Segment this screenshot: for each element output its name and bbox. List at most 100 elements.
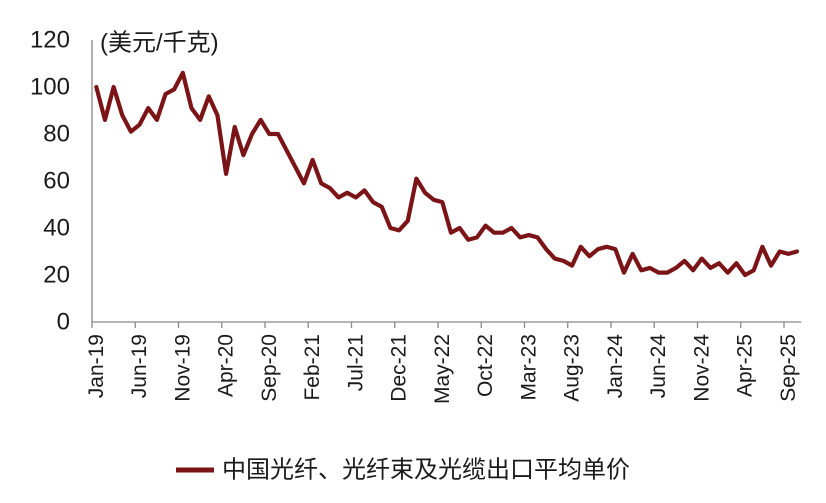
data-point	[276, 132, 280, 136]
data-point	[94, 85, 98, 89]
data-point	[622, 271, 626, 275]
data-point	[778, 249, 782, 254]
y-tick-label: 40	[43, 215, 70, 242]
data-point	[605, 245, 609, 249]
data-point	[466, 238, 470, 242]
x-tick-label: Mar-23	[517, 334, 540, 401]
data-point	[181, 71, 185, 75]
data-point	[207, 94, 211, 98]
x-tick-label: Feb-21	[301, 334, 324, 401]
data-point	[155, 118, 159, 122]
data-point	[527, 233, 531, 237]
data-point	[475, 235, 479, 239]
data-point	[233, 125, 237, 129]
data-point	[310, 158, 315, 162]
data-point	[734, 261, 739, 265]
data-point	[224, 172, 228, 176]
data-point	[631, 252, 635, 256]
data-point	[397, 228, 401, 232]
data-point	[691, 268, 695, 272]
x-axis-ticks: Jan-19 Jun-19 Nov-19 Apr-20 Sep-20 Feb-21 Jul-…	[85, 322, 800, 404]
data-point	[449, 231, 453, 235]
data-point	[362, 188, 367, 192]
data-point	[172, 87, 176, 91]
data-point	[509, 226, 514, 230]
x-tick-label: Apr-20	[215, 334, 238, 397]
data-point	[579, 245, 583, 249]
data-point	[319, 181, 323, 185]
data-point	[137, 123, 142, 127]
x-tick-label: Apr-25	[734, 334, 757, 397]
data-point	[613, 247, 617, 251]
x-tick-label: Jan-19	[85, 334, 108, 398]
data-point	[198, 118, 202, 122]
data-point	[293, 165, 297, 169]
x-tick-label: May-22	[431, 334, 454, 404]
x-tick-label: Oct-22	[474, 334, 497, 397]
x-tick-label: Jan-24	[604, 334, 627, 399]
data-point	[414, 177, 418, 181]
data-point	[795, 249, 799, 254]
data-point	[639, 268, 643, 272]
data-point	[570, 264, 574, 268]
data-point	[708, 266, 713, 270]
y-axis-tick-labels: 0 20 40 60 80 100 120	[30, 27, 70, 336]
x-tick-label: Sep-20	[258, 334, 281, 402]
x-tick-label: Jul-21	[344, 334, 367, 391]
data-point	[259, 118, 263, 122]
data-point	[440, 200, 444, 204]
data-point	[432, 198, 436, 202]
data-point	[388, 226, 393, 230]
data-point	[492, 231, 496, 235]
y-tick-label: 100	[30, 74, 70, 101]
y-tick-label: 80	[43, 121, 70, 148]
data-point	[752, 268, 756, 272]
data-point	[302, 181, 306, 185]
data-point	[665, 271, 669, 275]
data-point	[112, 85, 116, 89]
y-tick-label: 120	[30, 27, 70, 54]
data-point	[561, 259, 566, 263]
data-point	[717, 261, 721, 265]
data-point	[587, 254, 591, 258]
data-point	[553, 256, 557, 261]
data-point	[103, 118, 107, 122]
data-point	[328, 186, 332, 190]
data-point	[250, 132, 254, 136]
data-point	[215, 113, 220, 117]
data-point	[518, 235, 522, 239]
x-tick-label: Nov-24	[690, 334, 713, 402]
data-point	[189, 106, 194, 110]
data-point	[544, 247, 548, 251]
data-point	[674, 266, 678, 270]
data-point	[423, 191, 427, 195]
data-point	[120, 113, 124, 117]
y-tick-label: 20	[43, 262, 70, 289]
x-tick-label: Sep-25	[777, 334, 800, 402]
series-line	[94, 70, 800, 278]
data-point	[380, 205, 384, 209]
data-point	[371, 200, 375, 204]
y-tick-label: 0	[57, 309, 70, 336]
data-point	[682, 259, 687, 263]
data-point	[483, 224, 488, 228]
data-point	[596, 247, 600, 251]
y-tick-label: 60	[43, 168, 70, 195]
data-point	[726, 271, 730, 275]
data-point	[241, 153, 245, 157]
data-point	[769, 264, 773, 268]
data-point	[700, 256, 704, 261]
legend: 中国光纤、光纤束及光缆出口平均单价	[176, 457, 630, 484]
data-point	[535, 235, 540, 239]
axes	[91, 40, 802, 323]
data-point	[501, 231, 505, 235]
data-point	[786, 252, 790, 256]
x-tick-label: Jun-24	[647, 334, 670, 399]
x-tick-label: Nov-19	[171, 334, 194, 402]
data-point	[458, 226, 462, 230]
data-point	[743, 273, 747, 277]
data-point	[656, 271, 661, 275]
series-group	[94, 70, 800, 278]
